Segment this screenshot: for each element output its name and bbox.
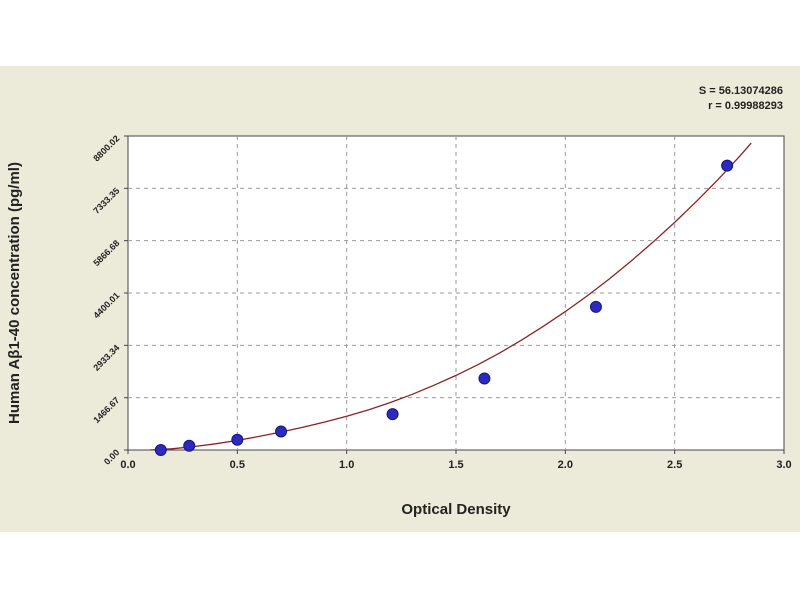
x-tick-label: 3.0 <box>776 459 791 471</box>
y-axis-title: Human Aβ1-40 concentration (pg/ml) <box>6 162 23 424</box>
data-point <box>589 300 602 313</box>
y-axis-ticks: 0.00 1466.67 2933.34 4400.01 5866.68 7333.35 8… <box>91 133 128 467</box>
x-axis-ticks: 0.0 0.5 1.0 1.5 2.0 2.5 3.0 <box>120 450 792 471</box>
x-tick-label: 1.5 <box>448 459 463 471</box>
x-tick-label: 0.5 <box>230 459 245 471</box>
stat-r: r = 0.99988293 <box>708 100 783 112</box>
data-point <box>386 408 399 421</box>
y-tick-label: 7333.35 <box>91 186 121 216</box>
data-point <box>183 439 196 452</box>
x-tick-label: 2.5 <box>667 459 682 471</box>
x-tick-label: 2.0 <box>558 459 573 471</box>
chart-svg: S = 56.13074286 r = 0.99988293 0.0 0.5 1.0… <box>6 85 792 518</box>
data-points <box>154 159 734 456</box>
x-tick-label: 1.0 <box>339 459 354 471</box>
y-tick-label: 8800.02 <box>91 133 121 163</box>
chart-panel: S = 56.13074286 r = 0.99988293 0.0 0.5 1.0… <box>0 66 800 532</box>
y-tick-label: 2933.34 <box>91 343 121 373</box>
y-tick-label: 4400.01 <box>91 290 121 320</box>
stat-s: S = 56.13074286 <box>699 85 783 97</box>
fit-statistics: S = 56.13074286 r = 0.99988293 <box>699 85 783 112</box>
data-point <box>231 433 244 446</box>
fit-curve-line <box>149 142 752 451</box>
x-tick-label: 0.0 <box>120 459 135 471</box>
data-point <box>721 159 734 172</box>
x-axis-title: Optical Density <box>401 501 511 518</box>
y-tick-label: 0.00 <box>102 447 121 466</box>
y-tick-label: 5866.68 <box>91 238 121 268</box>
fit-curve <box>149 142 752 451</box>
y-tick-label: 1466.67 <box>91 395 121 425</box>
data-point <box>154 444 167 456</box>
data-point <box>275 425 288 438</box>
grid-lines <box>128 136 784 450</box>
data-point <box>478 372 491 385</box>
